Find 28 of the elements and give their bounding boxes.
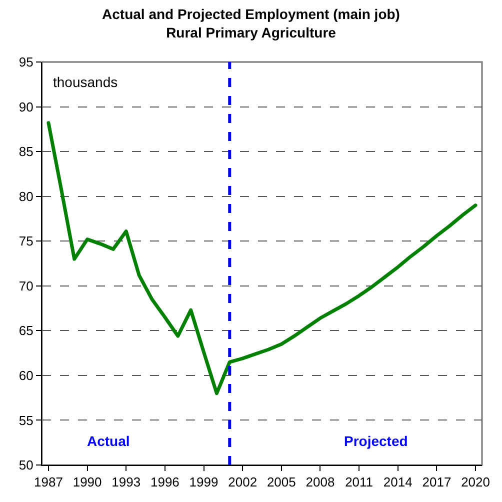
x-tick-label: 2017 (422, 474, 452, 490)
x-tick-label: 2005 (266, 474, 296, 490)
y-tick-label: 90 (18, 99, 34, 114)
x-tick-label: 2002 (228, 474, 258, 490)
x-tick-label: 1999 (189, 474, 218, 490)
y-tick-label: 75 (18, 234, 34, 249)
line-series (46, 121, 478, 396)
annotation: Projected (344, 433, 408, 449)
annotation: thousands (53, 74, 118, 90)
x-tick-label: 2020 (461, 474, 490, 490)
x-tick-label: 1993 (112, 474, 141, 490)
x-tick-label: 2008 (306, 474, 335, 490)
x-tick-label: 2011 (345, 474, 374, 490)
y-tick-label: 85 (18, 144, 34, 160)
y-tick-label: 50 (18, 458, 34, 473)
x-tick-label: 1987 (34, 474, 63, 490)
y-tick-label: 60 (18, 368, 34, 383)
x-tick-label: 1990 (72, 474, 102, 490)
y-tick-label: 95 (18, 54, 34, 70)
x-tick-label: 2014 (383, 474, 412, 490)
y-tick-label: 65 (18, 323, 34, 338)
annotation: Actual (87, 433, 130, 449)
chart-subtitle: Rural Primary Agriculture (166, 24, 336, 40)
y-tick-label: 70 (18, 278, 34, 294)
y-tick-label: 55 (18, 412, 34, 428)
chart-title: Actual and Projected Employment (main job) (102, 6, 400, 22)
x-tick-label: 1996 (150, 474, 180, 490)
y-tick-label: 80 (18, 188, 34, 204)
